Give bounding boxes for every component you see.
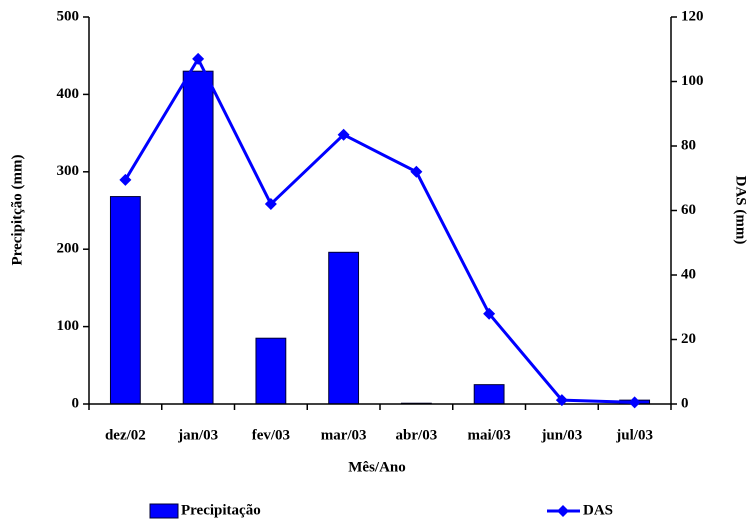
x-tick-label: jan/03 — [177, 427, 218, 443]
y-axis-label: Precipitção (mm) — [9, 155, 25, 266]
y2-axis-label: DAS (mm) — [733, 176, 749, 245]
x-tick-label: jul/03 — [615, 427, 653, 443]
marker — [264, 198, 277, 211]
y-tick-label: 0 — [72, 395, 80, 411]
legend-label: DAS — [583, 502, 613, 518]
y-tick-label: 300 — [57, 163, 80, 179]
y2-tick-label: 120 — [681, 8, 704, 24]
legend-marker — [557, 505, 569, 517]
x-tick-label: dez/02 — [105, 427, 146, 443]
bar — [473, 384, 505, 405]
x-tick-label: mar/03 — [321, 427, 367, 443]
x-tick-label: abr/03 — [396, 427, 438, 443]
y2-tick-label: 0 — [681, 395, 689, 411]
y2-tick-label: 40 — [681, 266, 696, 282]
y2-tick-label: 80 — [681, 137, 696, 153]
y2-tick-label: 20 — [681, 331, 696, 347]
y2-tick-label: 60 — [681, 202, 696, 218]
marker — [337, 128, 350, 141]
legend-swatch — [149, 503, 179, 519]
y-tick-label: 400 — [57, 86, 80, 102]
y-tick-label: 100 — [57, 318, 80, 334]
marker — [483, 307, 496, 320]
x-tick-label: mai/03 — [467, 427, 510, 443]
x-axis-label: Mês/Ano — [348, 459, 406, 475]
marker — [555, 394, 568, 407]
bar — [255, 337, 287, 405]
marker — [192, 52, 205, 65]
legend-label: Precipitação — [181, 502, 261, 518]
marker — [119, 173, 132, 186]
marker — [410, 165, 423, 178]
x-tick-label: jun/03 — [540, 427, 582, 443]
bar — [328, 251, 360, 405]
x-tick-label: fev/03 — [252, 427, 290, 443]
y2-tick-label: 100 — [681, 73, 704, 89]
y-tick-label: 200 — [57, 241, 80, 257]
marker — [628, 396, 641, 409]
bar — [109, 196, 141, 405]
y-tick-label: 500 — [57, 8, 80, 24]
bar — [182, 70, 214, 405]
line — [124, 55, 635, 404]
